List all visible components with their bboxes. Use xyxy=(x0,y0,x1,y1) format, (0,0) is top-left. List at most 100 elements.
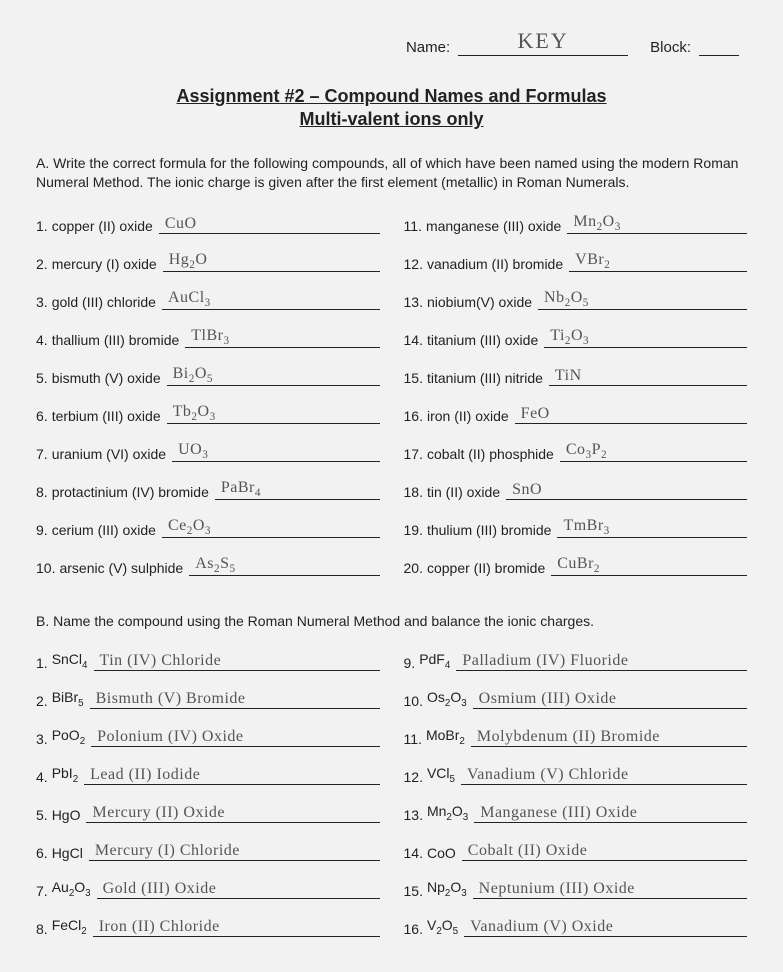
answer-blank: Gold (III) Oxide xyxy=(97,880,380,899)
question-prompt: titanium (III) oxide xyxy=(427,332,538,348)
answer-blank: UO3 xyxy=(172,441,379,462)
answer-blank: Manganese (III) Oxide xyxy=(474,804,747,823)
answer-blank: PaBr4 xyxy=(215,479,380,500)
question-prompt: Au2O3 xyxy=(52,879,91,899)
name-field: KEY xyxy=(458,28,628,56)
answer-blank: Mercury (II) Oxide xyxy=(86,804,379,823)
question-row: 11.manganese (III) oxideMn2O3 xyxy=(404,210,748,234)
question-prompt: niobium(V) oxide xyxy=(427,294,532,310)
question-row: 7.Au2O3 Gold (III) Oxide xyxy=(36,875,380,899)
question-prompt: cerium (III) oxide xyxy=(52,522,156,538)
answer-blank: Ce2O3 xyxy=(162,517,380,538)
question-number: 13. xyxy=(404,807,423,823)
question-row: 20.copper (II) bromideCuBr2 xyxy=(404,552,748,576)
question-prompt: Mn2O3 xyxy=(427,803,468,823)
answer-blank: TiN xyxy=(549,367,747,386)
question-row: 6.HgClMercury (I) Chloride xyxy=(36,837,380,861)
question-prompt: thulium (III) bromide xyxy=(427,522,551,538)
question-prompt: PdF4 xyxy=(419,651,450,671)
question-number: 2. xyxy=(36,693,48,709)
question-row: 16.V2O5Vanadium (V) Oxide xyxy=(404,913,748,937)
answer-blank: Mn2O3 xyxy=(567,213,747,234)
question-row: 13.Mn2O3 Manganese (III) Oxide xyxy=(404,799,748,823)
page-title: Assignment #2 – Compound Names and Formu… xyxy=(36,86,747,107)
question-row: 4.PbI2Lead (II) Iodide xyxy=(36,761,380,785)
question-prompt: SnCl4 xyxy=(52,651,88,671)
question-row: 2.BiBr5Bismuth (V) Bromide xyxy=(36,685,380,709)
question-number: 9. xyxy=(404,655,416,671)
answer-blank: TmBr3 xyxy=(557,517,747,538)
question-number: 6. xyxy=(36,845,48,861)
question-row: 18.tin (II) oxideSnO xyxy=(404,476,748,500)
question-row: 2.mercury (I) oxideHg2O xyxy=(36,248,380,272)
question-prompt: gold (III) chloride xyxy=(52,294,156,310)
answer-blank: CuO xyxy=(159,215,380,234)
question-row: 15.titanium (III) nitrideTiN xyxy=(404,362,748,386)
answer-blank: Molybdenum (II) Bromide xyxy=(471,728,747,747)
answer-blank: Tb2O3 xyxy=(167,403,380,424)
question-number: 17. xyxy=(404,446,423,462)
question-row: 8.protactinium (IV) bromide PaBr4 xyxy=(36,476,380,500)
question-number: 14. xyxy=(404,845,423,861)
question-number: 11. xyxy=(404,731,422,747)
block-field xyxy=(699,38,739,56)
answer-blank: Osmium (III) Oxide xyxy=(473,690,747,709)
answer-blank: Tin (IV) Chloride xyxy=(94,652,380,671)
question-row: 16.iron (II) oxideFeO xyxy=(404,400,748,424)
answer-blank: SnO xyxy=(506,481,747,500)
question-number: 4. xyxy=(36,332,48,348)
question-prompt: terbium (III) oxide xyxy=(52,408,161,424)
question-prompt: HgO xyxy=(52,807,81,823)
answer-blank: Palladium (IV) Fluoride xyxy=(456,652,747,671)
question-number: 2. xyxy=(36,256,48,272)
question-number: 10. xyxy=(36,560,55,576)
question-row: 19.thulium (III) bromideTmBr3 xyxy=(404,514,748,538)
question-prompt: BiBr5 xyxy=(52,689,84,709)
question-prompt: uranium (VI) oxide xyxy=(52,446,166,462)
answer-blank: TlBr3 xyxy=(185,327,379,348)
worksheet-header: Name: KEY Block: xyxy=(36,28,747,56)
page-subtitle: Multi-valent ions only xyxy=(36,109,747,130)
answer-blank: AuCl3 xyxy=(162,289,380,310)
question-row: 10.arsenic (V) sulphide As2S5 xyxy=(36,552,380,576)
question-prompt: FeCl2 xyxy=(52,917,87,937)
section-a-grid: 1.copper (II) oxideCuO2.mercury (I) oxid… xyxy=(36,210,747,576)
question-prompt: VCl5 xyxy=(427,765,455,785)
question-prompt: protactinium (IV) bromide xyxy=(52,484,209,500)
answer-blank: Bi2O5 xyxy=(167,365,380,386)
section-b-right-col: 9.PdF4Palladium (IV) Fluoride10.Os2O3Osm… xyxy=(404,647,748,937)
question-number: 20. xyxy=(404,560,423,576)
question-prompt: MoBr2 xyxy=(426,727,465,747)
question-prompt: Os2O3 xyxy=(427,689,467,709)
question-number: 12. xyxy=(404,769,423,785)
question-number: 12. xyxy=(404,256,423,272)
answer-blank: As2S5 xyxy=(189,555,379,576)
question-number: 4. xyxy=(36,769,48,785)
question-prompt: bismuth (V) oxide xyxy=(52,370,161,386)
question-number: 8. xyxy=(36,484,48,500)
question-number: 18. xyxy=(404,484,423,500)
block-label: Block: xyxy=(650,39,691,56)
question-number: 1. xyxy=(36,655,48,671)
question-prompt: mercury (I) oxide xyxy=(52,256,157,272)
question-prompt: vanadium (II) bromide xyxy=(427,256,563,272)
answer-blank: Neptunium (III) Oxide xyxy=(473,880,747,899)
question-row: 13.niobium(V) oxideNb2O5 xyxy=(404,286,748,310)
question-number: 7. xyxy=(36,883,48,899)
question-row: 15.Np2O3Neptunium (III) Oxide xyxy=(404,875,748,899)
question-prompt: arsenic (V) sulphide xyxy=(59,560,183,576)
answer-blank: Iron (II) Chloride xyxy=(93,918,380,937)
question-row: 14.titanium (III) oxideTi2O3 xyxy=(404,324,748,348)
question-row: 1.SnCl4 Tin (IV) Chloride xyxy=(36,647,380,671)
question-row: 4.thallium (III) bromide TlBr3 xyxy=(36,324,380,348)
question-number: 15. xyxy=(404,370,423,386)
question-number: 9. xyxy=(36,522,48,538)
question-row: 3.gold (III) chlorideAuCl3 xyxy=(36,286,380,310)
question-prompt: thallium (III) bromide xyxy=(52,332,180,348)
name-label: Name: xyxy=(406,39,450,56)
question-row: 7.uranium (VI) oxideUO3 xyxy=(36,438,380,462)
question-row: 6.terbium (III) oxide Tb2O3 xyxy=(36,400,380,424)
question-row: 9.cerium (III) oxide Ce2O3 xyxy=(36,514,380,538)
question-number: 6. xyxy=(36,408,48,424)
question-number: 3. xyxy=(36,731,48,747)
